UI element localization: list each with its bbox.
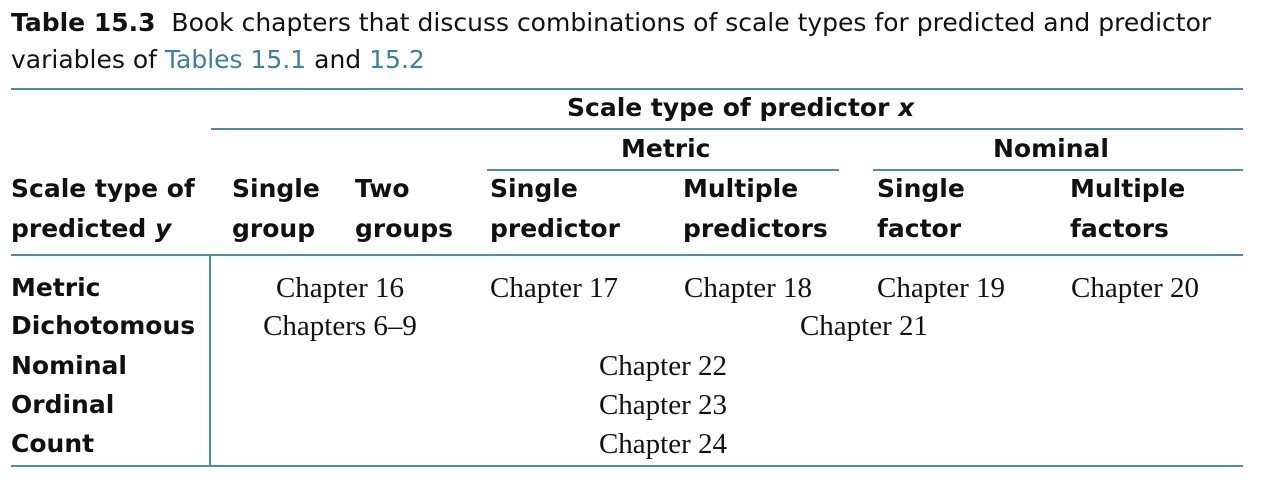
cell-dichotomous-groups: Chapters 6–9	[263, 310, 417, 342]
cell-nominal-all: Chapter 22	[598, 350, 728, 382]
caption-text: Book chapters that discuss combinations …	[11, 8, 1212, 74]
table-number: Table 15.3	[11, 8, 156, 37]
cell-metric-groups: Chapter 16	[275, 272, 405, 304]
cell-metric-single-factor: Chapter 19	[877, 272, 1006, 304]
row-label-divider	[209, 255, 211, 466]
col-header-multiple-predictors: Multiple predictors	[683, 174, 828, 243]
table-link-15-2[interactable]: 15.2	[369, 45, 425, 74]
metric-group-header: Metric	[621, 134, 711, 163]
predicted-title-line2: predicted y	[11, 214, 172, 243]
row-label-nominal: Nominal	[11, 351, 127, 380]
col-header-single-predictor: Single predictor	[490, 174, 620, 243]
predictor-underline	[211, 128, 1243, 130]
predicted-title-line1: Scale type of	[11, 174, 195, 203]
cell-count-all: Chapter 24	[598, 428, 728, 460]
col-header-multiple-factors: Multiple factors	[1070, 174, 1186, 243]
row-label-ordinal: Ordinal	[11, 390, 115, 419]
nominal-group-header: Nominal	[993, 134, 1109, 163]
header-bottom-rule	[11, 254, 1243, 256]
cell-dichotomous-predictors: Chapter 21	[799, 310, 929, 342]
col-header-single-factor: Single factor	[877, 174, 965, 243]
bottom-rule	[11, 465, 1243, 467]
row-label-count: Count	[11, 429, 95, 458]
metric-underline	[487, 169, 839, 171]
predictor-title: Scale type of predictor x	[567, 93, 915, 122]
cell-ordinal-all: Chapter 23	[598, 389, 728, 421]
table-caption: Table 15.3 Book chapters that discuss co…	[11, 4, 1251, 78]
table-link-15-1[interactable]: Tables 15.1	[164, 45, 307, 74]
col-header-two-groups: Two groups	[355, 174, 453, 243]
row-label-metric: Metric	[11, 273, 101, 302]
cell-metric-multiple-factors: Chapter 20	[1071, 272, 1200, 304]
col-header-single-group: Single group	[232, 174, 320, 243]
cell-metric-multiple-predictors: Chapter 18	[684, 272, 813, 304]
nominal-underline	[873, 169, 1243, 171]
top-rule	[11, 88, 1243, 90]
row-label-dichotomous: Dichotomous	[11, 311, 196, 340]
cell-metric-single-predictor: Chapter 17	[490, 272, 619, 304]
caption-and: and	[314, 45, 362, 74]
